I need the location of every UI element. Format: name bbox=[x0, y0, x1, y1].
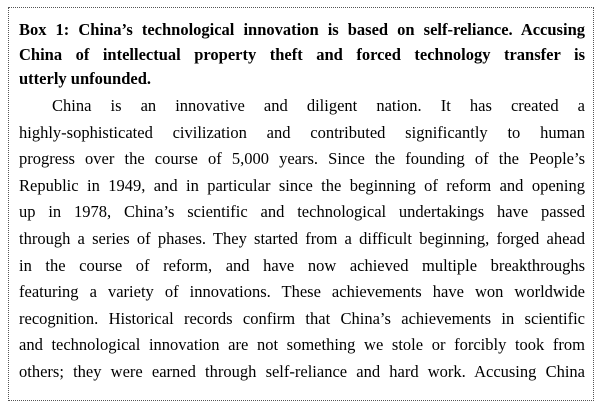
body-line: progress over the course of 5,000 years.… bbox=[19, 149, 585, 169]
body-line: highly-sophisticated civilization and co… bbox=[19, 122, 585, 142]
body-line: China is an innovative and diligent nati… bbox=[52, 96, 585, 115]
box-body: China is an innovative and diligent nati… bbox=[19, 93, 585, 386]
box-title: Box 1: China’s technological innovation … bbox=[19, 18, 585, 92]
body-line: recognition. Historical records confirm … bbox=[19, 308, 585, 328]
title-line: utterly unfounded. bbox=[19, 69, 152, 88]
body-line: Republic in 1949, and in particular sinc… bbox=[19, 175, 585, 195]
body-line: others; they were earned through self-re… bbox=[19, 361, 585, 381]
body-line: up in 1978, China’s scientific and techn… bbox=[19, 202, 585, 222]
text-box: Box 1: China’s technological innovation … bbox=[8, 7, 594, 401]
body-line: featuring a variety of innovations. Thes… bbox=[19, 282, 585, 302]
body-line: through a series of phases. They started… bbox=[19, 228, 585, 248]
body-line: in the course of reform, and have now ac… bbox=[19, 255, 585, 275]
title-line: China of intellectual property theft and… bbox=[19, 44, 585, 64]
body-line: and technological innovation are not som… bbox=[19, 335, 585, 355]
title-line: Box 1: China’s technological innovation … bbox=[19, 20, 585, 39]
